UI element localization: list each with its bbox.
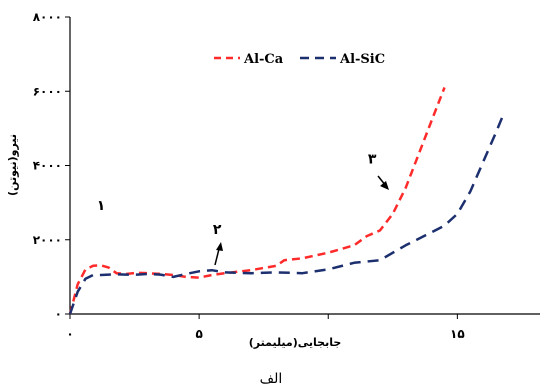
y-tick-label: ۴۰۰۰	[33, 159, 62, 173]
y-tick-label: ۶۰۰۰	[33, 84, 62, 98]
axes: ۰ ۲۰۰۰ ۴۰۰۰ ۶۰۰۰ ۸۰۰۰ ۰ ۵ ۱۵	[33, 10, 540, 341]
annotation-2-arrowhead	[216, 242, 223, 251]
annotation-3-arrowhead	[380, 181, 389, 190]
y-tick-label: ۸۰۰۰	[33, 10, 62, 24]
series-line-al-sic	[68, 113, 505, 315]
annotation-2: ۲	[213, 222, 223, 266]
annotation-1-label: ۱	[97, 198, 106, 214]
figure-caption: الف	[260, 371, 283, 387]
x-tick-label: ۵	[195, 327, 202, 341]
legend-label-al-sic: Al-SiC	[339, 52, 385, 67]
y-axis-title: نیرو(نیوتن)	[6, 134, 19, 196]
y-tick-label: ۰	[55, 307, 62, 321]
x-tick-label: ۱۵	[450, 327, 465, 341]
y-tick-label: ۲۰۰۰	[33, 233, 62, 247]
x-tick-label: ۰	[66, 327, 73, 341]
series-layer	[68, 87, 505, 315]
series-line-al-ca	[68, 87, 446, 315]
annotation-3: ۳	[368, 152, 389, 190]
legend: Al-Ca Al-SiC	[214, 52, 385, 67]
legend-label-al-ca: Al-Ca	[243, 52, 284, 67]
annotation-2-label: ۲	[213, 222, 222, 238]
annotation-1: ۱	[97, 198, 106, 214]
annotation-3-label: ۳	[368, 152, 377, 168]
x-axis-title: جابجایی(میلیمتر)	[249, 336, 342, 349]
